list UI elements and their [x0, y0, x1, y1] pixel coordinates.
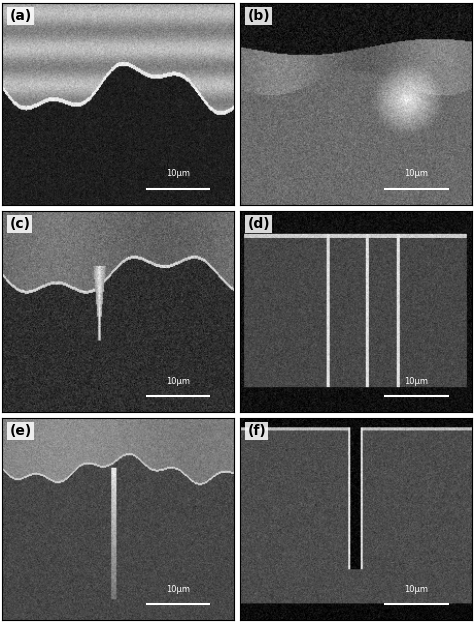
Text: 10μm: 10μm	[166, 169, 190, 178]
Text: 10μm: 10μm	[166, 584, 190, 594]
Text: 10μm: 10μm	[404, 377, 428, 386]
Text: 10μm: 10μm	[166, 377, 190, 386]
Text: (d): (d)	[247, 217, 270, 231]
Text: 10μm: 10μm	[404, 584, 428, 594]
Text: (b): (b)	[247, 9, 270, 23]
Text: (a): (a)	[9, 9, 32, 23]
Text: 10μm: 10μm	[404, 169, 428, 178]
Text: (e): (e)	[9, 424, 32, 439]
Text: (c): (c)	[9, 217, 30, 231]
Text: (f): (f)	[247, 424, 266, 439]
